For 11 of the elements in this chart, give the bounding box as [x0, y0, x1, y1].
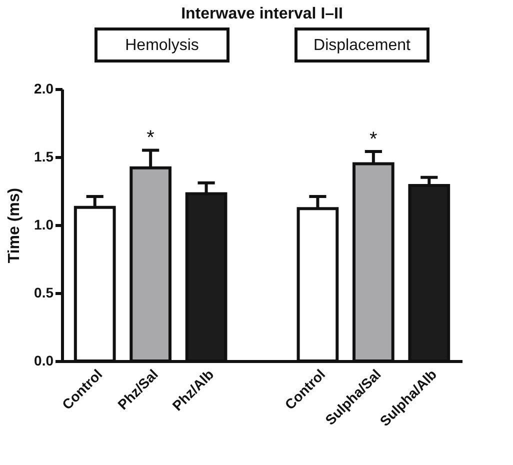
y-tick-label: 1.0 [34, 216, 54, 232]
y-tick-label: 2.0 [34, 80, 54, 96]
annotation: * [370, 128, 378, 151]
y-axis-title: Time (ms) [6, 188, 24, 264]
chart-title: Interwave interval I–II [181, 6, 343, 22]
y-tick-label: 1.5 [34, 148, 54, 164]
text: Displacement [314, 37, 412, 54]
y-tick-label: 0.0 [34, 352, 54, 368]
text: Hemolysis [125, 37, 199, 54]
y-tick-label: 0.5 [34, 284, 54, 300]
annotation: * [146, 127, 155, 150]
